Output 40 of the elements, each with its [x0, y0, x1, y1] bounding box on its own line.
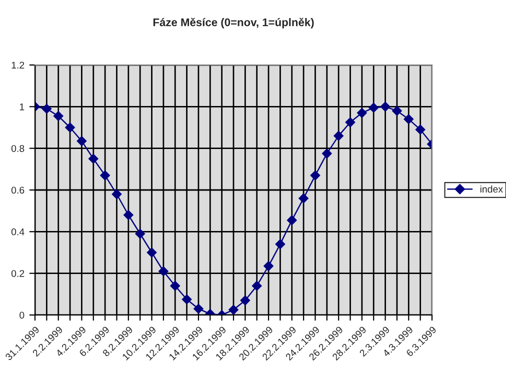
- point: [88, 154, 98, 164]
- y-tick-label: 0.4: [11, 228, 24, 236]
- point: [240, 295, 250, 306]
- point: [42, 104, 52, 114]
- legend-label: index: [480, 185, 503, 193]
- point: [368, 102, 379, 113]
- point: [404, 114, 414, 124]
- point: [264, 261, 274, 271]
- y-tick-label: 0.6: [11, 186, 24, 194]
- point: [53, 111, 64, 121]
- point: [252, 280, 262, 291]
- point: [298, 193, 308, 204]
- point: [357, 108, 367, 118]
- y-tick-label: 0: [20, 312, 24, 319]
- point: [415, 124, 426, 135]
- point: [146, 248, 157, 258]
- y-tick-label: 1: [20, 104, 24, 110]
- point: [158, 266, 168, 276]
- point: [76, 136, 87, 146]
- y-tick-label: 0.8: [11, 145, 24, 152]
- point: [182, 294, 192, 304]
- chart-title: Fáze Měsíce (0=nov, 1=úplněk): [153, 18, 314, 28]
- y-tick-label: 0.2: [11, 270, 24, 277]
- point: [275, 239, 286, 250]
- point: [380, 102, 390, 112]
- point: [170, 280, 180, 291]
- point: [228, 304, 238, 315]
- point: [65, 122, 75, 132]
- point: [123, 210, 134, 220]
- point: [334, 130, 344, 141]
- point: [100, 170, 110, 180]
- point: [392, 106, 402, 116]
- point: [135, 228, 146, 239]
- y-tick-label: 1.2: [12, 62, 24, 69]
- point: [322, 148, 332, 158]
- point: [286, 215, 297, 226]
- point: [194, 304, 204, 314]
- point: [112, 189, 122, 200]
- point: [310, 170, 320, 180]
- point: [345, 117, 356, 128]
